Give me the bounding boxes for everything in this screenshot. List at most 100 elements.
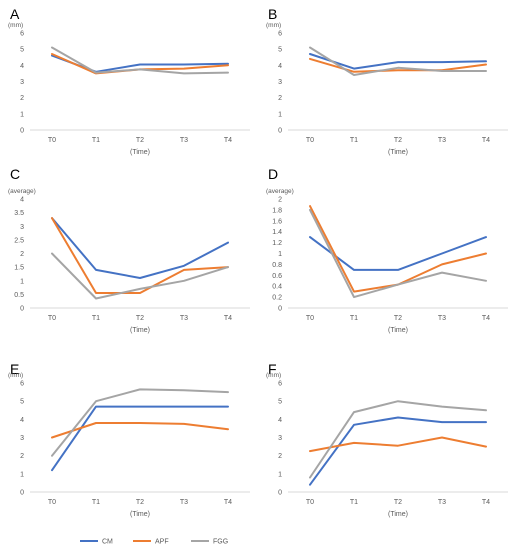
y-tick-label: 2 <box>20 95 24 102</box>
y-tick-label: 2 <box>20 251 24 258</box>
y-tick-label: 1 <box>20 111 24 118</box>
x-tick-label: T4 <box>224 499 232 506</box>
y-tick-label: 0 <box>20 490 24 497</box>
y-tick-label: 0.2 <box>272 295 282 302</box>
y-axis-label: (mm) <box>8 372 23 379</box>
x-tick-label: T4 <box>224 315 232 322</box>
y-axis-label: (mm) <box>266 22 281 29</box>
y-tick-label: 1.5 <box>14 265 24 272</box>
y-tick-label: 0 <box>278 128 282 135</box>
y-tick-label: 0.6 <box>272 273 282 280</box>
y-tick-label: 0 <box>20 306 24 313</box>
y-tick-label: 5 <box>20 399 24 406</box>
x-tick-label: T4 <box>482 137 490 144</box>
x-tick-label: T0 <box>306 315 314 322</box>
x-tick-label: T0 <box>48 315 56 322</box>
y-axis-label: (average) <box>8 188 36 195</box>
panel-label: D <box>268 166 278 182</box>
y-tick-label: 0 <box>278 490 282 497</box>
y-tick-label: 5 <box>278 47 282 54</box>
x-tick-label: T4 <box>482 315 490 322</box>
y-tick-label: 3 <box>20 435 24 442</box>
x-tick-label: T3 <box>180 315 188 322</box>
y-tick-label: 0 <box>20 128 24 135</box>
y-tick-label: 2 <box>278 197 282 204</box>
x-axis-label: (Time) <box>130 149 150 156</box>
x-tick-label: T4 <box>482 499 490 506</box>
y-tick-label: 3 <box>278 435 282 442</box>
chart-panel-f: F(mm) 0 1 2 3 4 5 6 T0 T1 T2 T3 T4 (Time) <box>266 361 508 518</box>
y-tick-label: 0 <box>278 306 282 313</box>
x-tick-label: T0 <box>48 137 56 144</box>
series-line-fgg <box>309 400 487 479</box>
panel-label: B <box>268 6 277 22</box>
y-tick-label: 1 <box>20 278 24 285</box>
y-tick-label: 6 <box>20 31 24 38</box>
y-tick-label: 1 <box>278 471 282 478</box>
y-tick-label: 3 <box>20 79 24 86</box>
y-tick-label: 0.5 <box>14 292 24 299</box>
x-tick-label: T1 <box>92 137 100 144</box>
x-tick-label: T0 <box>306 137 314 144</box>
x-tick-label: T4 <box>224 137 232 144</box>
y-tick-label: 1.4 <box>272 229 282 236</box>
x-axis-label: (Time) <box>388 327 408 334</box>
series-line-fgg <box>51 46 229 75</box>
x-axis-label: (Time) <box>130 511 150 518</box>
chart-panel-c: C (average) 0 0.5 1 1.5 2 2.5 3 3.5 4 T0 T1 T2 T3 T4 (Ti… <box>8 166 250 334</box>
x-tick-label: T0 <box>48 499 56 506</box>
y-axis-label: (average) <box>266 188 294 195</box>
series-line-apf <box>309 205 487 293</box>
series-line-apf <box>51 217 229 294</box>
panel-label: E <box>10 361 19 377</box>
x-tick-label: T0 <box>306 499 314 506</box>
x-tick-label: T3 <box>438 499 446 506</box>
x-tick-label: T2 <box>136 499 144 506</box>
series-line-cm <box>309 416 487 486</box>
y-tick-label: 1.6 <box>272 218 282 225</box>
x-tick-label: T3 <box>438 137 446 144</box>
y-tick-label: 1 <box>20 471 24 478</box>
y-tick-label: 5 <box>20 47 24 54</box>
y-tick-label: 0.4 <box>272 284 282 291</box>
x-axis-label: (Time) <box>130 327 150 334</box>
panel-label: F <box>268 361 277 377</box>
x-tick-label: T2 <box>394 137 402 144</box>
x-tick-label: T2 <box>394 315 402 322</box>
y-tick-label: 2 <box>278 453 282 460</box>
x-tick-label: T1 <box>350 499 358 506</box>
series-line-cm <box>309 236 487 271</box>
y-tick-label: 4 <box>278 63 282 70</box>
series-line-fgg <box>309 46 487 76</box>
y-tick-label: 1 <box>278 111 282 118</box>
y-tick-label: 2 <box>20 453 24 460</box>
series-line-cm <box>51 405 229 472</box>
y-tick-label: 2 <box>278 95 282 102</box>
series-line-cm <box>309 53 487 70</box>
series-line-apf <box>309 57 487 73</box>
x-axis-label: (Time) <box>388 149 408 156</box>
y-tick-label: 6 <box>20 381 24 388</box>
y-tick-label: 3 <box>20 224 24 231</box>
y-axis-label: (mm) <box>266 372 281 379</box>
series-line-apf <box>309 436 487 453</box>
y-tick-label: 5 <box>278 399 282 406</box>
x-tick-label: T3 <box>180 499 188 506</box>
panel-label: A <box>10 6 20 22</box>
chart-panel-b: B(mm) 0 1 2 3 4 5 6 T0 T1 T2 T3 T4 (Time) <box>266 6 508 156</box>
series-line-apf <box>51 422 229 439</box>
x-tick-label: T1 <box>350 137 358 144</box>
x-tick-label: T2 <box>136 137 144 144</box>
y-tick-label: 3 <box>278 79 282 86</box>
legend-label-apf: APF <box>155 539 169 546</box>
y-tick-label: 6 <box>278 381 282 388</box>
y-tick-label: 4 <box>278 417 282 424</box>
legend-label-fgg: FGG <box>213 539 228 546</box>
y-tick-label: 6 <box>278 31 282 38</box>
series-line-fgg <box>309 208 487 299</box>
x-tick-label: T2 <box>136 315 144 322</box>
legend-label-cm: CM <box>102 539 113 546</box>
series-line-cm <box>51 217 229 279</box>
chart-panel-e: E(mm) 0 1 2 3 4 5 6 T0 T1 T2 T3 T4 (Time) <box>8 361 250 518</box>
